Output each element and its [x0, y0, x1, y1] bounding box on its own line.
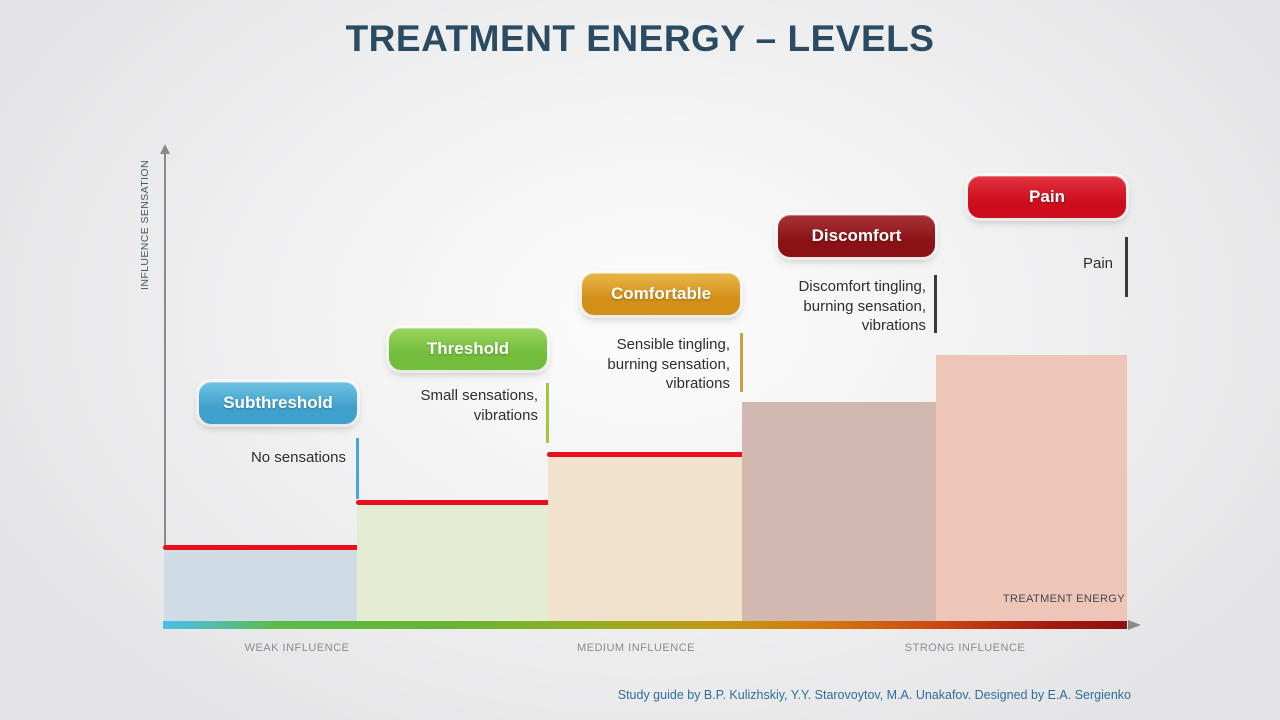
x-axis-title: TREATMENT ENERGY [1002, 593, 1125, 605]
y-axis-label: INFLUENCE SENSATION [139, 160, 151, 290]
badge-discomfort: Discomfort [778, 215, 935, 257]
description-subthreshold: No sensations [250, 449, 346, 466]
badge-label-subthreshold: Subthreshold [223, 393, 333, 412]
badge-label-threshold: Threshold [426, 339, 510, 358]
x-zone-label-strong: STRONG INFLUENCE [904, 642, 1026, 654]
description-pain: Pain [1082, 255, 1113, 272]
page-title: TREATMENT ENERGY – LEVELS [345, 18, 935, 59]
y-axis-arrowhead-icon [160, 144, 170, 154]
threshold-line-comfortable [547, 452, 744, 457]
description-tick-subthreshold [356, 438, 359, 499]
badge-pain: Pain [968, 176, 1126, 218]
x-axis-gradient-bar [163, 621, 1127, 629]
bar-comfortable [547, 452, 744, 621]
threshold-line-threshold [356, 500, 550, 505]
badge-label-pain: Pain [1029, 187, 1065, 206]
description-tick-comfortable [740, 333, 743, 392]
description-discomfort: Discomfort tingling, burning sensation, … [798, 278, 926, 334]
bar-threshold [356, 500, 550, 621]
badge-comfortable: Comfortable [582, 273, 740, 315]
description-threshold: Small sensations, vibrations [420, 387, 538, 424]
x-axis-arrowhead-icon [1128, 620, 1141, 630]
description-tick-discomfort [934, 275, 937, 333]
y-axis-line [164, 152, 166, 621]
x-zone-label-weak: WEAK INFLUENCE [244, 642, 350, 654]
badge-threshold: Threshold [389, 328, 547, 370]
threshold-line-subthreshold [163, 545, 359, 550]
badge-label-discomfort: Discomfort [811, 226, 902, 245]
badge-subthreshold: Subthreshold [199, 382, 357, 424]
bar-pain [936, 355, 1127, 621]
credits: Study guide by B.P. Kulizhskiy, Y.Y. Sta… [617, 688, 1131, 702]
description-tick-pain [1125, 237, 1128, 297]
description-comfortable: Sensible tingling, burning sensation, vi… [607, 336, 730, 392]
badge-label-comfortable: Comfortable [610, 284, 712, 303]
x-zone-label-medium: MEDIUM INFLUENCE [576, 642, 695, 654]
description-tick-threshold [546, 383, 549, 443]
bar-subthreshold [163, 545, 359, 621]
bar-discomfort [742, 402, 936, 621]
